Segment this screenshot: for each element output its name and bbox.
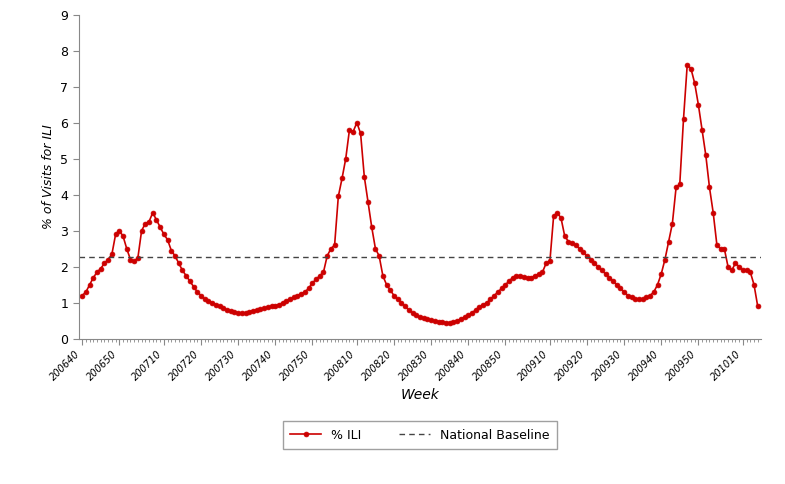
% ILI xyxy=(753,303,762,309)
% ILI xyxy=(78,293,87,299)
% ILI xyxy=(289,294,298,300)
% ILI xyxy=(367,224,377,230)
% ILI xyxy=(166,248,176,254)
National Baseline xyxy=(81,254,90,259)
Legend: % ILI, National Baseline: % ILI, National Baseline xyxy=(283,421,557,449)
% ILI xyxy=(682,62,692,68)
X-axis label: Week: Week xyxy=(400,388,440,402)
% ILI xyxy=(441,319,451,325)
% ILI xyxy=(181,273,191,279)
Line: % ILI: % ILI xyxy=(80,62,760,325)
% ILI xyxy=(81,289,90,295)
% ILI xyxy=(419,316,429,321)
Y-axis label: % of Visits for ILI: % of Visits for ILI xyxy=(42,124,54,229)
National Baseline xyxy=(78,254,87,259)
